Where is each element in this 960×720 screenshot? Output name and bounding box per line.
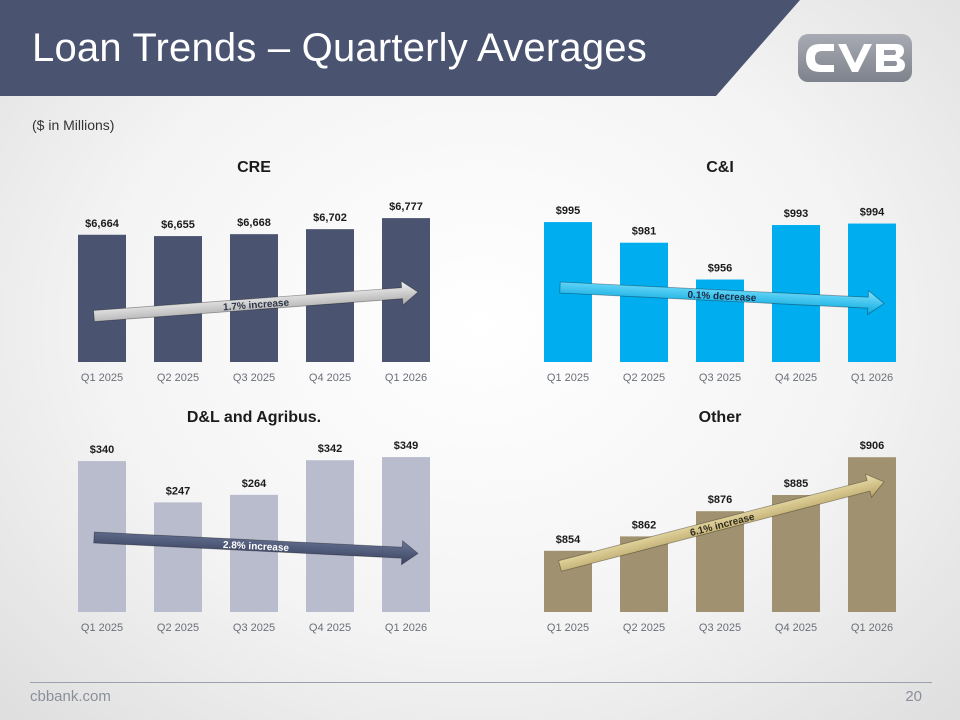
ci-value-label-4: $993	[784, 208, 808, 220]
ci-chart-title: C&I	[706, 159, 734, 176]
dl-value-label-4: $342	[318, 443, 342, 455]
cre-bar-2	[154, 236, 202, 362]
dl-value-label-1: $340	[90, 444, 114, 456]
dl-category-label-5: Q1 2026	[385, 622, 427, 634]
cre-bar-1	[78, 234, 126, 362]
other-value-label-5: $906	[860, 440, 884, 452]
cre-chart: CRE $6,664 Q1 2025 $6,655 Q2 2025 $6,668 Q3 20…	[78, 159, 430, 384]
other-value-label-1: $854	[556, 534, 581, 546]
dl-agribus-chart: D&L and Agribus. $340 Q1 2025 $247 Q2 2025 $2…	[78, 409, 430, 634]
page-title: Loan Trends – Quarterly Averages	[32, 26, 647, 70]
cre-value-label-3: $6,668	[237, 217, 271, 229]
ci-value-label-5: $994	[860, 207, 885, 219]
other-value-label-4: $885	[784, 478, 808, 490]
cre-category-label-5: Q1 2026	[385, 372, 427, 384]
ci-category-label-1: Q1 2025	[547, 372, 589, 384]
ci-category-label-5: Q1 2026	[851, 372, 893, 384]
dl-bar-2	[154, 502, 202, 612]
dl-category-label-4: Q4 2025	[309, 622, 351, 634]
other-value-label-3: $876	[708, 494, 732, 506]
dl-value-label-3: $264	[242, 478, 267, 490]
footer-url: cbbank.com	[30, 688, 111, 705]
dl-bar-5	[382, 457, 430, 612]
cre-chart-title: CRE	[237, 159, 271, 176]
other-category-label-1: Q1 2025	[547, 622, 589, 634]
cre-category-label-4: Q4 2025	[309, 372, 351, 384]
cre-value-label-5: $6,777	[389, 201, 423, 213]
dl-category-label-2: Q2 2025	[157, 622, 199, 634]
other-bar-4	[772, 495, 820, 612]
other-value-label-2: $862	[632, 519, 656, 531]
cre-value-label-4: $6,702	[313, 212, 347, 224]
title-banner	[0, 0, 800, 96]
ci-chart: C&I $995 Q1 2025 $981 Q2 2025 $956 Q3 2025 $993…	[544, 159, 896, 384]
ci-value-label-2: $981	[632, 226, 656, 238]
other-category-label-3: Q3 2025	[699, 622, 741, 634]
cre-category-label-1: Q1 2025	[81, 372, 123, 384]
ci-value-label-3: $956	[708, 263, 732, 275]
cre-value-label-2: $6,655	[161, 219, 195, 231]
cre-trend-label: 1.7% increase	[223, 298, 290, 314]
cre-trend-arrow: 1.7% increase	[93, 280, 419, 322]
ci-category-label-2: Q2 2025	[623, 372, 665, 384]
dl-category-label-1: Q1 2025	[81, 622, 123, 634]
dl-trend-arrow: 2.8% increase	[93, 531, 419, 566]
ci-value-label-1: $995	[556, 205, 580, 217]
page-number: 20	[905, 688, 922, 705]
ci-category-label-3: Q3 2025	[699, 372, 741, 384]
dl-bar-3	[230, 494, 278, 612]
other-category-label-2: Q2 2025	[623, 622, 665, 634]
ci-bar-5	[848, 223, 896, 362]
dl-value-label-5: $349	[394, 440, 418, 452]
units-note: ($ in Millions)	[32, 117, 115, 133]
ci-category-label-4: Q4 2025	[775, 372, 817, 384]
cre-category-label-2: Q2 2025	[157, 372, 199, 384]
dl-value-label-2: $247	[166, 485, 190, 497]
dl-bar-4	[306, 460, 354, 612]
cre-value-label-1: $6,664	[85, 218, 120, 230]
cvb-logo-icon	[798, 34, 912, 82]
dl-chart-title: D&L and Agribus.	[187, 409, 321, 426]
other-category-label-5: Q1 2026	[851, 622, 893, 634]
ci-bar-2	[620, 242, 668, 362]
ci-trend-arrow: 0.1% decrease	[559, 281, 885, 316]
dl-trend-label: 2.8% increase	[223, 540, 290, 554]
dl-category-label-3: Q3 2025	[233, 622, 275, 634]
other-category-label-4: Q4 2025	[775, 622, 817, 634]
footer-divider	[30, 682, 932, 683]
cre-category-label-3: Q3 2025	[233, 372, 275, 384]
ci-trend-label: 0.1% decrease	[687, 290, 757, 304]
other-chart: Other $854 Q1 2025 $862 Q2 2025 $876 Q3 2025 $8…	[544, 409, 896, 634]
other-chart-title: Other	[699, 409, 742, 426]
